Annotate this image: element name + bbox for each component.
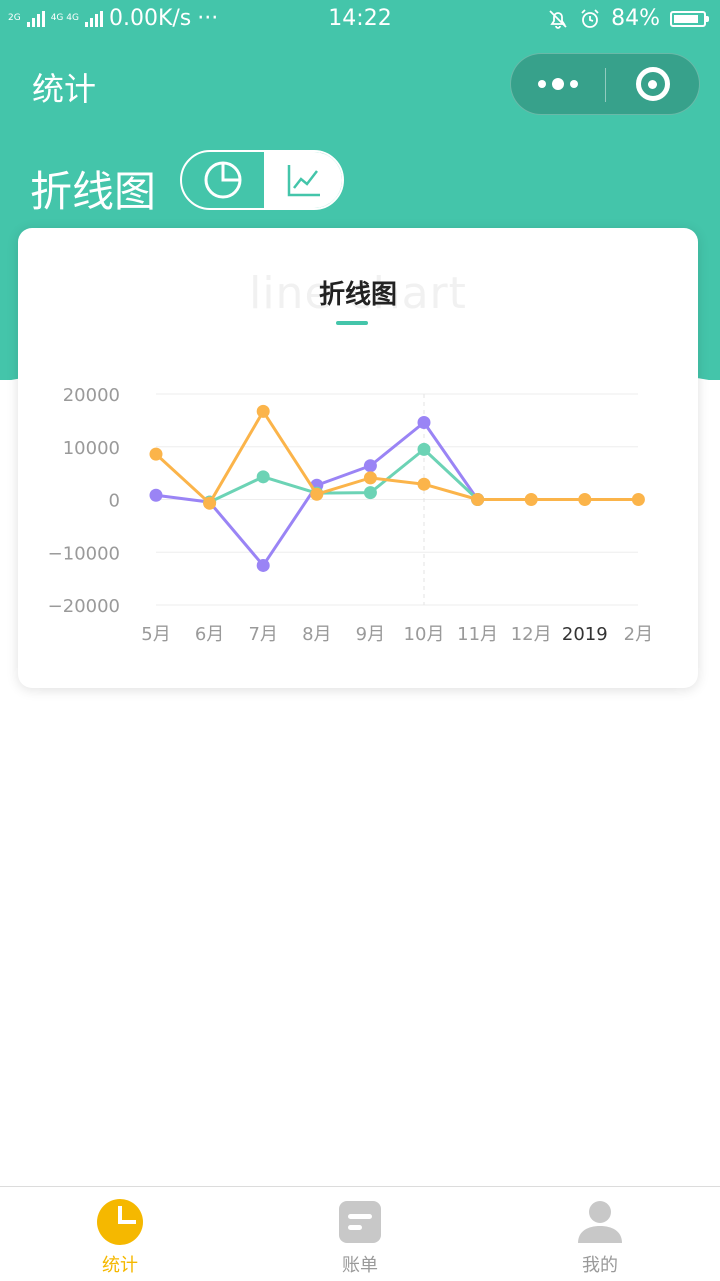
tab-label: 账单 [342, 1255, 378, 1276]
battery-percent: 84% [611, 6, 660, 31]
pie-chart-toggle-button[interactable] [182, 152, 264, 208]
signal-bars-icon [26, 10, 45, 27]
card-watermark: line chart [249, 268, 467, 319]
status-dots: ··· [197, 6, 219, 31]
x-tick-label: 6月 [195, 624, 224, 645]
status-bar-left: 2G 4G 4G 0.00K/s ··· [8, 6, 218, 31]
app-title: 统计 [32, 70, 97, 108]
tab-statistics[interactable]: 统计 [0, 1187, 240, 1281]
more-button[interactable] [511, 54, 605, 114]
page-heading: 折线图 [30, 167, 157, 216]
x-tick-label: 12月 [511, 624, 552, 645]
y-tick-label: 0 [109, 491, 120, 512]
pie-chart-icon [204, 161, 242, 199]
chart-card: line chart 折线图 20000 10000 0 −10000 −20000 5月… [18, 228, 698, 688]
data-point [578, 493, 592, 506]
x-tick-label: 2月 [624, 624, 653, 645]
mini-program-capsule [510, 53, 700, 115]
capsule-divider [605, 68, 606, 102]
battery-fill [674, 14, 698, 23]
status-bar: 2G 4G 4G 0.00K/s ··· 14:22 84% [0, 0, 720, 40]
target-circle-icon [635, 67, 670, 101]
alarm-icon [581, 8, 599, 28]
line-chart-toggle-button[interactable] [264, 152, 342, 208]
x-tick-label: 11月 [457, 624, 498, 645]
data-point [310, 487, 324, 501]
tab-bill[interactable]: 账单 [240, 1187, 480, 1281]
y-tick-label: −20000 [48, 596, 120, 617]
data-point [256, 558, 270, 572]
x-tick-label: 7月 [248, 624, 277, 645]
chart-type-toggle [180, 150, 344, 210]
series-line [154, 409, 639, 505]
tab-mine[interactable]: 我的 [480, 1187, 720, 1281]
data-point [149, 488, 163, 502]
x-tick-label: 2019 [562, 624, 608, 645]
signal-bars-icon [84, 10, 103, 27]
data-point [631, 493, 645, 506]
line-chart-icon [287, 165, 320, 197]
x-tick-label: 5月 [141, 624, 170, 645]
bell-muted-icon [549, 9, 567, 29]
data-point [524, 493, 538, 506]
data-point [363, 471, 377, 485]
battery-icon [670, 10, 709, 27]
y-tick-label: 20000 [63, 385, 120, 406]
y-tick-label: −10000 [48, 543, 120, 564]
data-point [417, 415, 431, 429]
series-line [208, 447, 479, 504]
title-bar: 统计 [0, 40, 720, 130]
data-point [363, 486, 377, 500]
more-dots-icon [570, 80, 578, 88]
card-title-underline [336, 321, 368, 325]
card-title: 折线图 [318, 280, 397, 310]
x-tick-label: 10月 [404, 624, 445, 645]
tab-label: 统计 [102, 1255, 138, 1276]
data-point [203, 496, 217, 510]
x-tick-label: 9月 [356, 624, 385, 645]
data-point [363, 459, 377, 473]
tab-label: 我的 [582, 1255, 618, 1276]
data-point [471, 493, 485, 506]
data-point [256, 404, 270, 418]
line-chart[interactable]: 20000 10000 0 −10000 −20000 5月 6月 7月 8月 9月 10月 11月 1… [18, 228, 698, 688]
tab-bar: 统计 账单 我的 [0, 1186, 720, 1281]
pie-chart-icon [97, 1199, 143, 1245]
data-point [417, 442, 431, 456]
data-point [149, 447, 163, 461]
more-dots-icon [538, 80, 546, 88]
y-tick-label: 10000 [63, 438, 120, 459]
user-icon [578, 1201, 622, 1243]
close-mini-program-button[interactable] [606, 54, 699, 114]
network-speed: 0.00K/s [108, 6, 192, 31]
network-type-1: 2G [8, 13, 21, 23]
status-time: 14:22 [328, 6, 392, 31]
x-tick-label: 8月 [302, 624, 331, 645]
bill-icon [339, 1201, 381, 1243]
data-point [256, 470, 270, 484]
data-point [417, 477, 431, 491]
network-type-2: 4G 4G [50, 13, 79, 23]
status-bar-right: 84% [547, 6, 709, 31]
more-dots-icon [552, 78, 564, 90]
